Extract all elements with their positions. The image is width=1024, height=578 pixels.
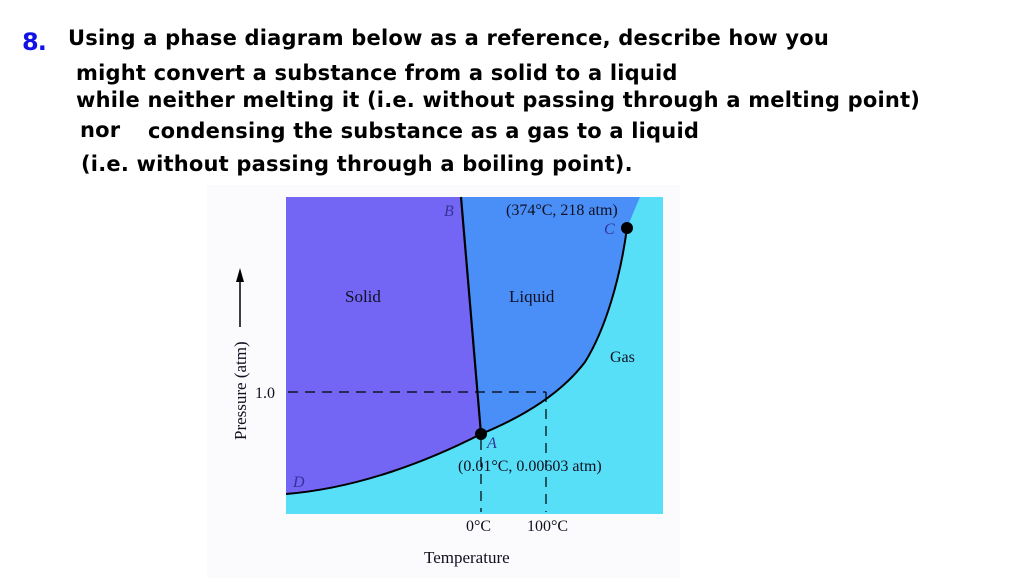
vaporization-curve — [480, 227, 628, 435]
melting-curve — [459, 196, 483, 435]
critical-point-marker — [621, 222, 633, 234]
sublimation-curve — [285, 433, 482, 495]
liquid-label: Liquid — [509, 287, 555, 306]
question-line-2: might convert a substance from a solid t… — [76, 61, 678, 85]
question-line-1: Using a phase diagram below as a referen… — [68, 26, 829, 50]
liquid-region — [461, 197, 640, 434]
x-tick-100c: 100°C — [527, 518, 568, 535]
question-number: 8. — [22, 28, 47, 56]
x-tick-0c: 0°C — [466, 518, 491, 535]
point-c-label: C — [604, 221, 615, 238]
triple-point-marker — [475, 428, 487, 440]
gas-label: Gas — [610, 349, 635, 366]
point-d-label: D — [292, 474, 305, 491]
question-line-4: condensing the substance as a gas to a l… — [148, 119, 700, 143]
solid-label: Solid — [345, 287, 381, 306]
y-tick-1atm: 1.0 — [255, 385, 275, 402]
question-line-3: while neither melting it (i.e. without p… — [76, 88, 921, 112]
y-axis-arrow-head-icon — [236, 268, 244, 282]
critical-point-annotation: (374°C, 218 atm) — [506, 202, 618, 219]
point-a-label: A — [486, 435, 497, 452]
solid-region — [286, 197, 481, 494]
point-b-label: B — [444, 203, 454, 220]
question-line-4-nor: nor — [80, 118, 121, 142]
triple-point-annotation: (0.01°C, 0.00603 atm) — [458, 458, 602, 475]
y-axis-label: Pressure (atm) — [231, 341, 250, 440]
x-axis-label: Temperature — [424, 548, 510, 567]
question-line-5: (i.e. without passing through a boiling … — [81, 152, 633, 176]
